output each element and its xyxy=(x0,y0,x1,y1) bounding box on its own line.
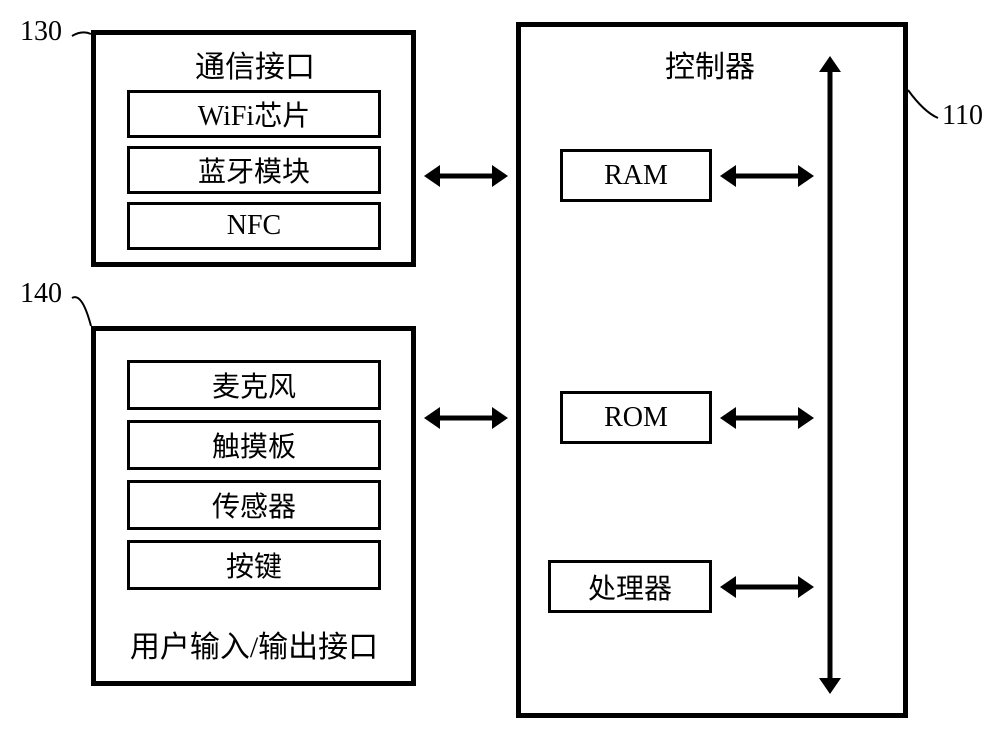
double-arrow-io-ctrl xyxy=(424,407,508,429)
button-key-label: 按键 xyxy=(226,545,282,585)
controller-title: 控制器 xyxy=(640,42,780,86)
ram-item: RAM xyxy=(560,149,712,202)
sensor-item: 传感器 xyxy=(127,480,381,530)
microphone-item: 麦克风 xyxy=(127,360,381,410)
ram-label: RAM xyxy=(604,160,668,192)
wifi-chip-item: WiFi芯片 xyxy=(127,90,381,138)
nfc-item: NFC xyxy=(127,202,381,250)
rom-label: ROM xyxy=(604,402,668,434)
ref-110: 110 xyxy=(942,100,1000,132)
comm-interface-title: 通信接口 xyxy=(170,42,340,86)
processor-label: 处理器 xyxy=(588,567,672,607)
sensor-label: 传感器 xyxy=(212,485,296,525)
microphone-label: 麦克风 xyxy=(212,365,296,405)
nfc-label: NFC xyxy=(227,210,281,242)
ref-130: 130 xyxy=(20,16,80,48)
ref-140: 140 xyxy=(20,278,80,310)
touchpad-label: 触摸板 xyxy=(212,425,296,465)
button-key-item: 按键 xyxy=(127,540,381,590)
touchpad-item: 触摸板 xyxy=(127,420,381,470)
controller-box xyxy=(516,22,908,718)
user-io-title: 用户输入/输出接口 xyxy=(104,622,404,666)
processor-item: 处理器 xyxy=(548,560,712,613)
double-arrow-comm-ctrl xyxy=(424,165,508,187)
leader-110 xyxy=(908,90,938,118)
rom-item: ROM xyxy=(560,391,712,444)
bluetooth-module-label: 蓝牙模块 xyxy=(198,150,310,190)
bluetooth-module-item: 蓝牙模块 xyxy=(127,146,381,194)
wifi-chip-label: WiFi芯片 xyxy=(198,94,310,134)
